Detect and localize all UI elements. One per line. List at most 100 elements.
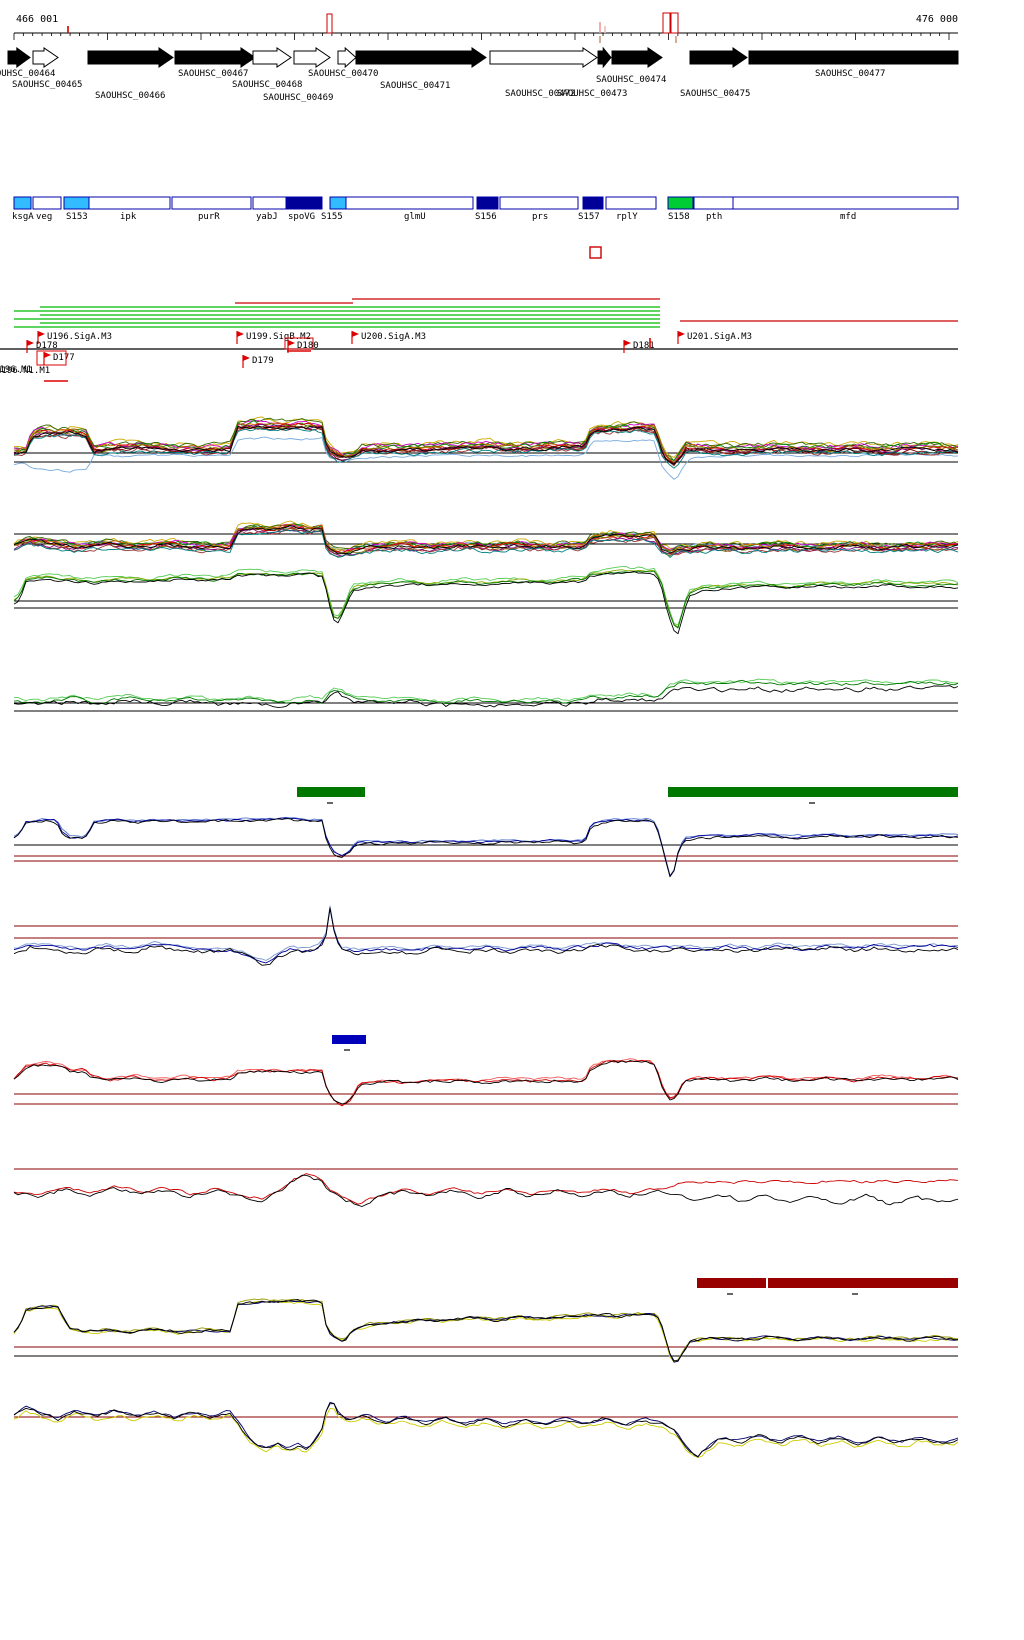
segment-label: S157 [578, 212, 600, 222]
gene-arrow[interactable] [689, 47, 748, 68]
signal-trace [13, 1060, 959, 1105]
segment-label: pth [706, 212, 722, 222]
segment-box[interactable] [88, 196, 171, 210]
flag-icon[interactable] [624, 340, 631, 346]
gene-arrow[interactable] [597, 46, 612, 69]
segment-label: rplY [616, 212, 638, 222]
gene-label: SAOUHSC_00464 [0, 69, 55, 79]
signal-track-8 [13, 1168, 959, 1207]
gene-label: SAOUHSC_00468 [232, 80, 302, 90]
flag-label: W196.M1 [0, 365, 32, 375]
segment-box[interactable] [252, 196, 287, 210]
gene-arrow[interactable] [337, 46, 357, 69]
flag-label: D178 [36, 341, 58, 351]
flag-icon[interactable] [352, 331, 359, 337]
gene-arrow[interactable] [355, 47, 487, 68]
segment-label: prs [532, 212, 548, 222]
signal-trace [13, 1403, 959, 1458]
signal-trace [13, 1300, 959, 1363]
segment-label: veg [36, 212, 52, 222]
signal-track-9 [13, 1298, 959, 1363]
gene-arrow[interactable] [174, 47, 256, 68]
ruler-red-mark [326, 13, 333, 34]
segment-label: glmU [404, 212, 426, 222]
feature-bar[interactable] [668, 787, 958, 797]
gene-arrow[interactable] [7, 47, 31, 68]
flag-label: W196.N1.M1 [0, 366, 50, 376]
gene-arrow[interactable] [252, 47, 292, 68]
flag-label: D179 [252, 356, 274, 366]
signal-trace [13, 907, 959, 964]
flag-label: U196.SigA.M3 [47, 332, 112, 342]
gene-label: SAOUHSC_00472 [505, 89, 575, 99]
segment-box[interactable] [32, 196, 62, 210]
feature-bars [297, 787, 958, 1295]
segment-box[interactable] [63, 196, 90, 210]
segment-box[interactable] [286, 196, 323, 210]
signal-trace [13, 570, 959, 629]
signal-trace [13, 1173, 959, 1205]
region-marks [0, 298, 958, 350]
ruler-red-mark [662, 12, 671, 34]
signal-trace [13, 816, 959, 876]
segment-box[interactable] [13, 196, 32, 210]
flag-label: D181 [633, 341, 655, 351]
flag-label: D180 [297, 341, 319, 351]
signal-track-10 [13, 1401, 959, 1458]
signal-trace [13, 685, 959, 708]
flag-icon[interactable] [237, 331, 244, 337]
flag-icon[interactable] [38, 331, 45, 337]
segment-label: S155 [321, 212, 343, 222]
feature-bar[interactable] [768, 1278, 958, 1288]
signal-trace [13, 524, 959, 555]
segment-label: yabJ [256, 212, 278, 222]
signal-trace [13, 427, 959, 469]
flag-icon[interactable] [288, 340, 295, 346]
segment-box[interactable] [582, 196, 604, 210]
segment-box[interactable] [329, 196, 347, 210]
segment-box[interactable] [171, 196, 252, 210]
flag-icon[interactable] [27, 340, 34, 346]
signal-trace [13, 1408, 959, 1458]
flag-red-box [284, 337, 314, 350]
flag-icon[interactable] [678, 331, 685, 337]
selection-box[interactable] [589, 246, 602, 259]
flag-label: D177 [53, 353, 75, 363]
segment-label: S156 [475, 212, 497, 222]
feature-bar[interactable] [297, 787, 365, 797]
signal-trace [13, 817, 959, 877]
segment-box[interactable] [732, 196, 959, 210]
signal-trace [13, 529, 959, 558]
signal-trace [13, 907, 959, 966]
flag-icon[interactable] [243, 355, 250, 361]
signal-trace [13, 1300, 959, 1363]
gene-label: SAOUHSC_00473 [557, 89, 627, 99]
segment-box[interactable] [605, 196, 657, 210]
segment-box[interactable] [499, 196, 579, 210]
segment-label: S158 [668, 212, 690, 222]
gene-label: SAOUHSC_00466 [95, 91, 165, 101]
flag-icon[interactable] [44, 352, 51, 358]
segment-label: ksgA [12, 212, 34, 222]
signal-trace [13, 570, 959, 635]
segment-box[interactable] [476, 196, 499, 210]
gene-arrow[interactable] [293, 47, 331, 68]
gene-arrow[interactable] [489, 47, 598, 68]
feature-bar[interactable] [697, 1278, 766, 1288]
gene-arrow[interactable] [32, 47, 59, 68]
segment-box[interactable] [693, 196, 734, 210]
ruler[interactable] [13, 12, 958, 43]
gene-arrow[interactable] [87, 47, 174, 68]
feature-bar[interactable] [332, 1035, 366, 1044]
signal-trace [13, 1298, 959, 1363]
signal-trace [13, 905, 959, 961]
gene-label: SAOUHSC_00475 [680, 89, 750, 99]
segment-box[interactable] [345, 196, 474, 210]
gene-label: SAOUHSC_00469 [263, 93, 333, 103]
segment-box[interactable] [667, 196, 694, 210]
gene-arrow[interactable] [611, 47, 663, 68]
gene-arrow[interactable] [748, 50, 959, 65]
